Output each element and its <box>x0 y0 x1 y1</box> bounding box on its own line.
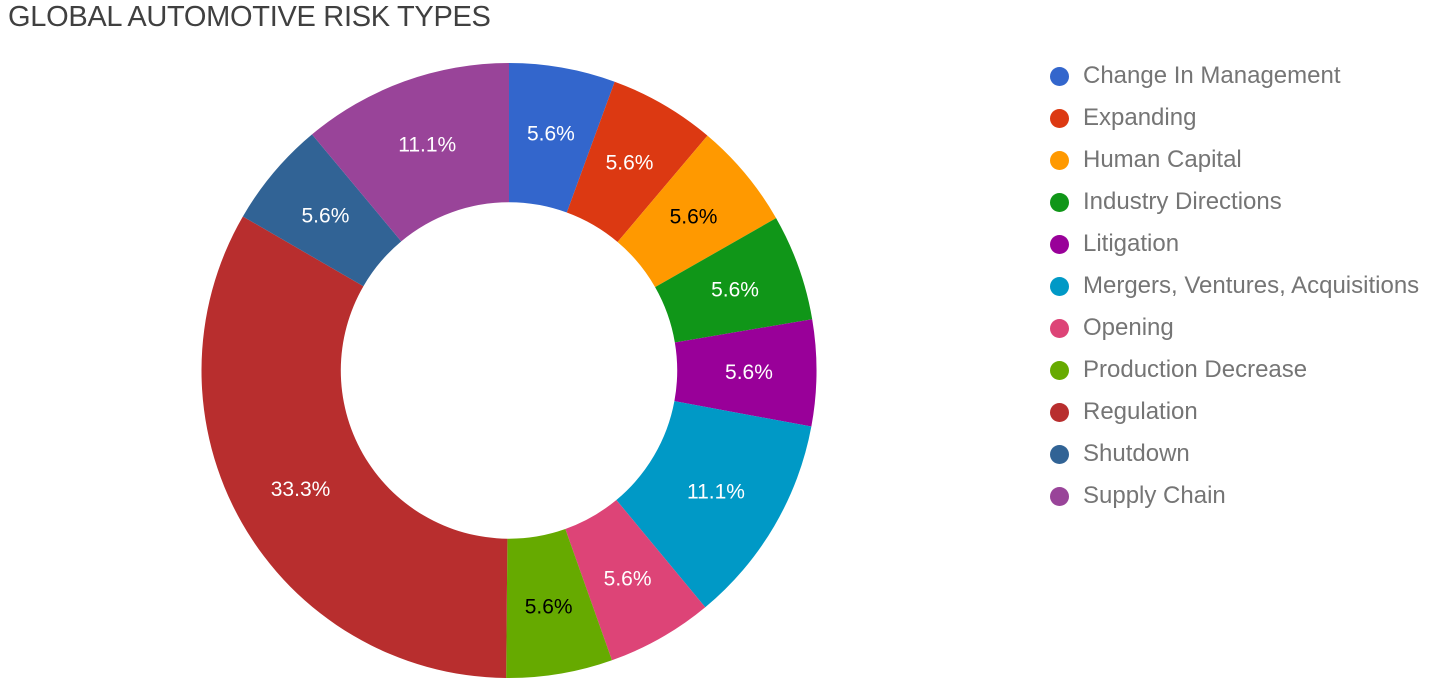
legend-label: Human Capital <box>1083 146 1242 173</box>
legend-label: Supply Chain <box>1083 482 1226 509</box>
legend-label: Change In Management <box>1083 62 1341 89</box>
legend-item-shutdown[interactable]: Shutdown <box>1050 433 1419 475</box>
chart-title: GLOBAL AUTOMOTIVE RISK TYPES <box>8 1 491 33</box>
legend-label: Regulation <box>1083 398 1198 425</box>
legend-item-industry-directions[interactable]: Industry Directions <box>1050 181 1419 223</box>
pie-slice-shutdown[interactable] <box>242 134 402 287</box>
slice-percent-label: 5.6% <box>302 204 350 227</box>
legend-dot <box>1050 444 1069 464</box>
slice-percent-label: 11.1% <box>687 481 745 504</box>
pie-slice-mergers-ventures-acquisitions[interactable] <box>616 401 812 608</box>
pie-slice-supply-chain[interactable] <box>311 63 509 242</box>
legend-dot <box>1050 402 1069 422</box>
legend-item-expanding[interactable]: Expanding <box>1050 97 1419 139</box>
pie-slice-production-decrease[interactable] <box>506 528 612 679</box>
pie-slice-industry-directions[interactable] <box>655 218 813 343</box>
pie-slice-expanding[interactable] <box>566 81 708 243</box>
legend-label: Opening <box>1083 314 1174 341</box>
legend-item-regulation[interactable]: Regulation <box>1050 391 1419 433</box>
legend-dot <box>1050 66 1069 86</box>
slice-percent-label: 5.6% <box>725 361 773 384</box>
slice-percent-label: 5.6% <box>670 206 718 229</box>
legend-dot <box>1050 318 1069 338</box>
legend-label: Shutdown <box>1083 440 1190 467</box>
legend-dot <box>1050 276 1069 296</box>
slice-percent-label: 11.1% <box>398 133 456 156</box>
legend-label: Litigation <box>1083 230 1180 257</box>
pie-slice-change-in-management[interactable] <box>509 63 615 213</box>
pie-slice-human-capital[interactable] <box>617 135 777 288</box>
legend-label: Production Decrease <box>1083 356 1308 383</box>
legend-label: Expanding <box>1083 104 1197 131</box>
slice-percent-label: 33.3% <box>271 478 331 501</box>
legend-label: Mergers, Ventures, Acquisitions <box>1083 272 1420 299</box>
legend-item-supply-chain[interactable]: Supply Chain <box>1050 475 1419 517</box>
legend-dot <box>1050 150 1069 170</box>
slice-percent-label: 5.6% <box>606 151 654 174</box>
legend-dot <box>1050 192 1069 212</box>
legend-dot <box>1050 108 1069 128</box>
legend: Change In Management Expanding Human Capit… <box>1050 55 1419 517</box>
legend-item-change-in-management[interactable]: Change In Management <box>1050 55 1419 97</box>
pie-slice-litigation[interactable] <box>674 319 817 427</box>
legend-item-production-decrease[interactable]: Production Decrease <box>1050 349 1419 391</box>
slice-percent-label: 5.6% <box>604 568 652 591</box>
pie-slice-opening[interactable] <box>565 499 706 661</box>
legend-label: Industry Directions <box>1083 188 1282 215</box>
slice-percent-label: 5.6% <box>525 596 573 619</box>
slice-percent-label: 5.6% <box>527 123 575 146</box>
legend-item-human-capital[interactable]: Human Capital <box>1050 139 1419 181</box>
legend-item-mergers-ventures-acquisitions[interactable]: Mergers, Ventures, Acquisitions <box>1050 265 1419 307</box>
legend-dot <box>1050 234 1069 254</box>
legend-item-litigation[interactable]: Litigation <box>1050 223 1419 265</box>
slice-percent-label: 5.6% <box>711 278 759 301</box>
pie-slice-regulation[interactable] <box>201 216 508 678</box>
legend-dot <box>1050 486 1069 506</box>
legend-item-opening[interactable]: Opening <box>1050 307 1419 349</box>
legend-dot <box>1050 360 1069 380</box>
